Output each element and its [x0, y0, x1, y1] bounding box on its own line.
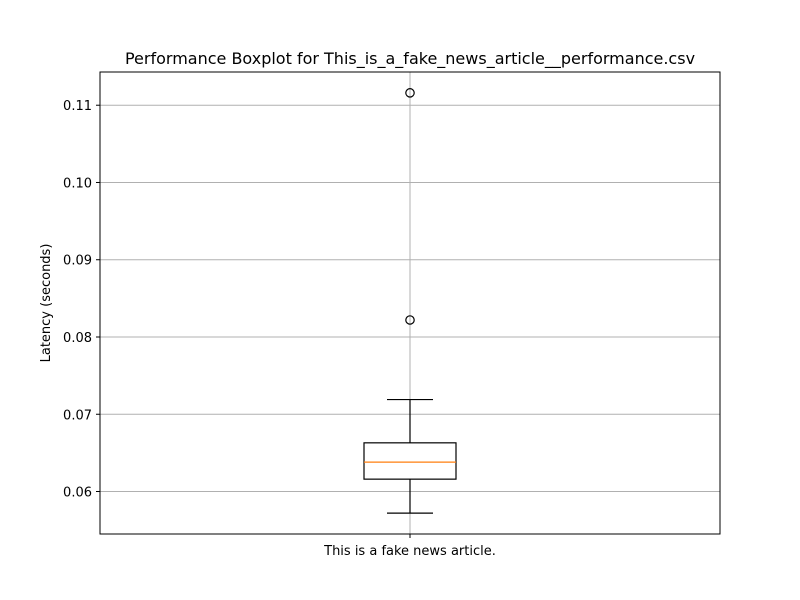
y-tick-label: 0.08 — [63, 331, 92, 346]
y-tick-label: 0.07 — [63, 408, 92, 423]
grid-layer — [100, 72, 720, 534]
outlier-point — [405, 315, 415, 325]
outlier-point — [405, 88, 415, 98]
x-tick-layer: This is a fake news article. — [323, 534, 496, 559]
y-tick-label: 0.10 — [63, 176, 92, 191]
y-tick-label: 0.06 — [63, 486, 92, 501]
box-layer — [363, 88, 457, 514]
y-axis-label: Latency (seconds) — [39, 244, 54, 363]
y-tick-label: 0.11 — [63, 99, 92, 114]
y-tick-layer: 0.06 0.07 0.08 0.09 0.10 0.11 — [63, 99, 100, 501]
x-tick-label: This is a fake news article. — [323, 544, 496, 559]
chart-title: Performance Boxplot for This_is_a_fake_n… — [125, 49, 695, 69]
iqr-box — [363, 442, 457, 480]
y-tick-label: 0.09 — [63, 254, 92, 269]
